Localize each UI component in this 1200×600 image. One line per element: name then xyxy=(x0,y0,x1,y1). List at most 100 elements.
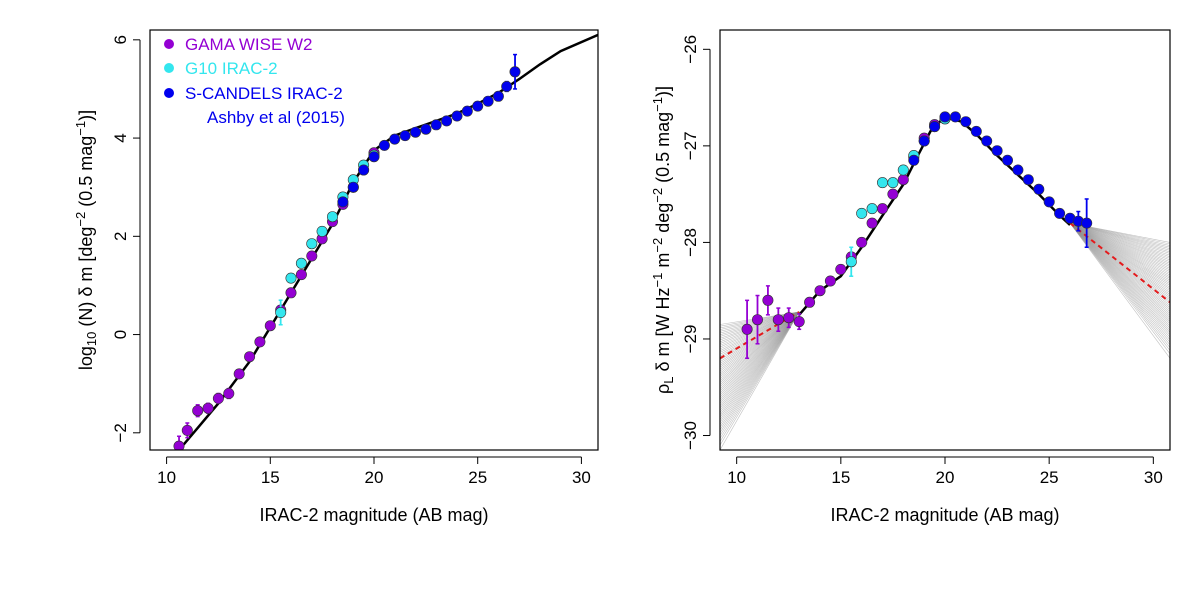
data-point xyxy=(285,272,297,284)
y-tick-label: −27 xyxy=(681,131,700,160)
y-tick-label: −30 xyxy=(681,421,700,450)
y-tick-label: −28 xyxy=(681,228,700,257)
left-axes: −2 0 2 4 6 10 15 20 25 30 xyxy=(111,35,591,487)
data-point xyxy=(430,119,442,131)
data-point xyxy=(939,111,951,123)
legend-label-scandels-reference: Ashby et al (2015) xyxy=(207,108,345,127)
data-point xyxy=(741,323,753,335)
legend-label-g10: G10 IRAC-2 xyxy=(185,59,278,78)
left-y-axis-title: log10 (N) δ m [deg−2 (0.5 mag−1)] xyxy=(73,110,99,370)
data-point xyxy=(1022,174,1034,186)
y-tick-label: 2 xyxy=(111,232,130,241)
y-tick-label: 4 xyxy=(111,133,130,142)
y-tick-label: −29 xyxy=(681,325,700,354)
data-point xyxy=(451,110,463,122)
right-plot-area xyxy=(720,111,1170,450)
data-point xyxy=(762,294,774,306)
bootstrap-fits xyxy=(720,222,1170,450)
x-tick-label: 20 xyxy=(936,468,955,487)
data-point xyxy=(1054,207,1066,219)
data-point xyxy=(1012,164,1024,176)
data-point xyxy=(181,424,193,436)
bootstrap-fit-line xyxy=(720,311,800,446)
data-point xyxy=(254,336,266,348)
legend-marker-scandels xyxy=(164,88,174,98)
legend-entry-g10: G10 IRAC-2 xyxy=(164,59,278,78)
data-point xyxy=(173,440,185,450)
data-point xyxy=(368,151,380,163)
series-scandels xyxy=(337,53,521,208)
data-point xyxy=(492,90,504,102)
data-point xyxy=(887,188,899,200)
x-tick-label: 15 xyxy=(831,468,850,487)
model-fit-line xyxy=(798,117,1071,316)
data-point xyxy=(347,181,359,193)
right-panel-luminosity-density: −30 −29 −28 −27 −26 10 15 20 25 30 IRAC-2 magnitu… xyxy=(650,29,1171,525)
data-point xyxy=(991,145,1003,157)
data-point xyxy=(399,130,411,142)
data-point xyxy=(908,154,920,166)
data-point xyxy=(960,116,972,128)
right-x-axis-title: IRAC-2 magnitude (AB mag) xyxy=(830,505,1059,525)
left-plot-area xyxy=(173,33,598,450)
data-point xyxy=(202,402,214,414)
data-point xyxy=(337,196,349,208)
data-point xyxy=(970,125,982,137)
data-point xyxy=(409,126,421,138)
data-point xyxy=(793,316,805,328)
x-tick-label: 10 xyxy=(157,468,176,487)
left-panel-number-counts: −2 0 2 4 6 10 15 20 25 30 IRAC-2 magnitude (AB ma… xyxy=(73,29,599,525)
y-tick-label: −2 xyxy=(111,423,130,442)
left-plot-frame xyxy=(149,29,599,451)
data-point xyxy=(918,135,930,147)
series-scandels xyxy=(908,111,1093,248)
data-point xyxy=(192,405,204,417)
data-point xyxy=(1081,217,1093,229)
series-gama xyxy=(741,113,951,360)
data-point xyxy=(212,392,224,404)
legend-marker-g10 xyxy=(164,63,174,73)
data-point xyxy=(358,164,370,176)
data-point xyxy=(275,306,287,318)
data-point xyxy=(264,320,276,332)
x-tick-label: 15 xyxy=(261,468,280,487)
legend-label-gama: GAMA WISE W2 xyxy=(185,35,313,54)
data-point xyxy=(1043,196,1055,208)
data-point xyxy=(1001,154,1013,166)
data-point xyxy=(501,81,513,93)
data-point xyxy=(887,177,899,189)
data-point xyxy=(223,387,235,399)
data-point xyxy=(378,139,390,151)
data-point xyxy=(876,177,888,189)
data-point xyxy=(856,207,868,219)
data-point xyxy=(244,351,256,363)
data-point xyxy=(824,275,836,287)
data-point xyxy=(772,314,784,326)
data-point xyxy=(1033,183,1045,195)
data-point xyxy=(866,203,878,215)
data-point xyxy=(482,95,494,107)
x-tick-label: 30 xyxy=(1144,468,1163,487)
data-point xyxy=(929,121,941,133)
right-y-axis-title: ρL δ m [W Hz−1 m−2 deg−2 (0.5 mag−1)] xyxy=(650,86,676,394)
data-point xyxy=(845,256,857,268)
data-point xyxy=(897,174,909,186)
data-point xyxy=(866,217,878,229)
data-point xyxy=(472,100,484,112)
data-point xyxy=(509,66,521,78)
data-point xyxy=(856,236,868,248)
x-tick-label: 30 xyxy=(572,468,591,487)
y-tick-label: 0 xyxy=(111,330,130,339)
data-point xyxy=(326,211,338,223)
data-point xyxy=(897,164,909,176)
data-point xyxy=(233,368,245,380)
legend-marker-gama xyxy=(164,39,174,49)
data-point xyxy=(441,115,453,127)
legend-entry-gama: GAMA WISE W2 xyxy=(164,35,313,54)
data-point xyxy=(420,123,432,135)
data-point xyxy=(751,314,763,326)
x-tick-label: 25 xyxy=(468,468,487,487)
y-tick-label: 6 xyxy=(111,35,130,44)
bootstrap-fit-line xyxy=(720,311,800,450)
data-point xyxy=(814,285,826,297)
